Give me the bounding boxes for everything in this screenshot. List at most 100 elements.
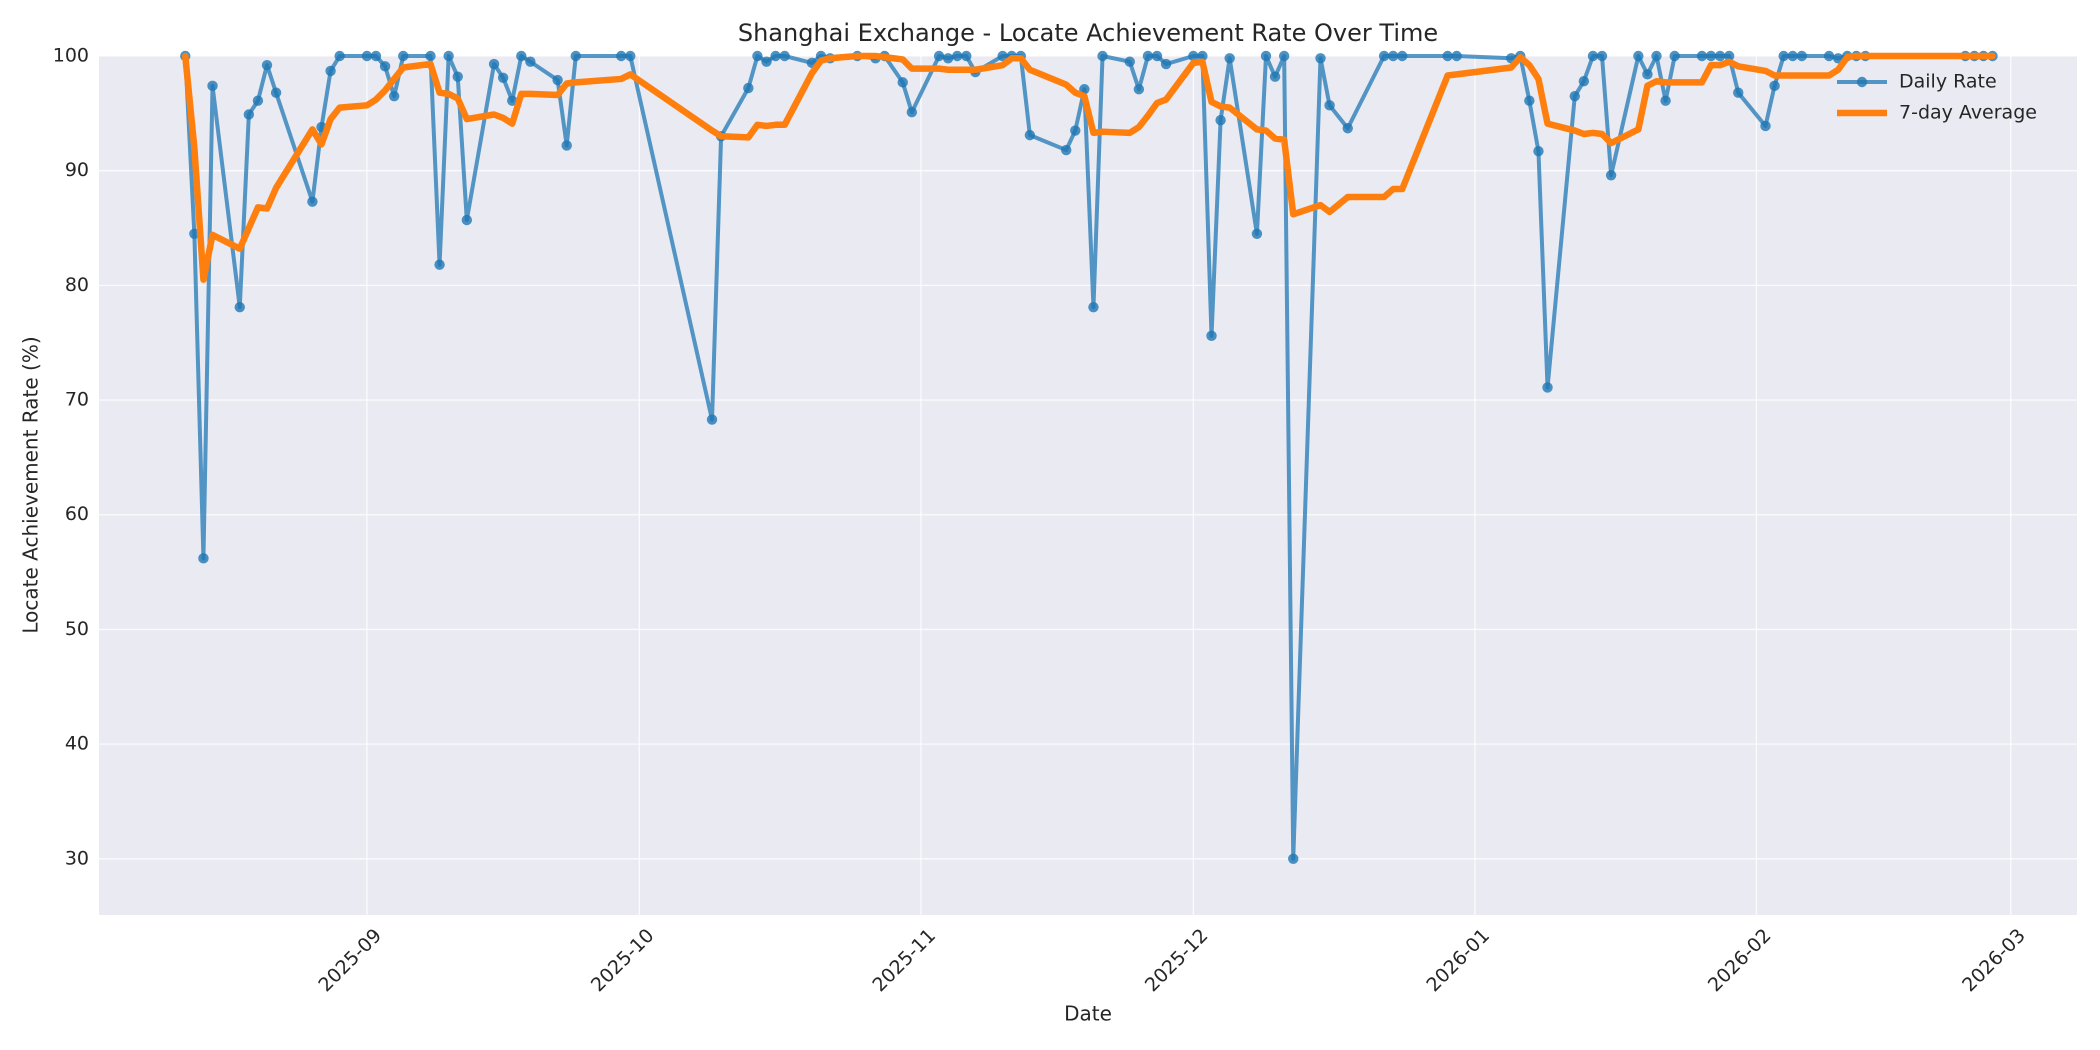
data-point xyxy=(252,95,264,106)
data-point xyxy=(1796,50,1808,62)
data-point xyxy=(615,50,627,62)
data-point xyxy=(942,53,954,64)
data-point xyxy=(770,50,781,62)
data-point xyxy=(952,50,963,62)
data-point xyxy=(334,50,345,62)
data-point xyxy=(461,214,473,226)
data-point xyxy=(1206,330,1217,342)
data-point xyxy=(1288,853,1299,865)
chart-title: Shanghai Exchange - Locate Achievement R… xyxy=(738,19,1438,47)
data-point xyxy=(1188,50,1199,62)
data-point xyxy=(525,56,536,67)
data-point xyxy=(1660,95,1671,106)
data-point xyxy=(1596,50,1608,62)
data-point xyxy=(1605,170,1617,181)
data-point xyxy=(1278,50,1290,62)
data-point xyxy=(270,87,282,98)
data-point xyxy=(779,50,790,62)
data-point xyxy=(1442,50,1453,62)
legend-marker xyxy=(1856,76,1868,88)
y-tick-label: 100 xyxy=(53,45,89,67)
data-point xyxy=(997,50,1008,62)
data-point xyxy=(1397,50,1408,62)
data-point xyxy=(761,56,772,67)
data-point xyxy=(443,50,454,62)
data-point xyxy=(497,72,509,83)
data-point xyxy=(425,50,436,62)
data-point xyxy=(1315,53,1326,64)
data-point xyxy=(1723,50,1735,62)
data-point xyxy=(1251,228,1263,239)
data-point xyxy=(1378,50,1390,62)
data-point xyxy=(1160,58,1172,70)
data-point xyxy=(1088,301,1099,313)
data-point xyxy=(1533,145,1544,157)
y-tick-label: 60 xyxy=(65,503,89,525)
data-point xyxy=(1778,50,1789,62)
data-point xyxy=(906,106,918,118)
data-point xyxy=(379,61,391,72)
data-point xyxy=(1823,50,1835,62)
series-line xyxy=(182,52,1996,283)
data-point xyxy=(361,50,373,62)
data-point xyxy=(1451,50,1462,62)
data-point xyxy=(1260,50,1272,62)
data-point xyxy=(1061,144,1072,156)
data-point xyxy=(1651,50,1662,62)
data-point xyxy=(207,80,218,92)
x-tick-label: 2026-02 xyxy=(1704,925,1776,997)
data-point xyxy=(1587,50,1599,62)
data-point xyxy=(1269,71,1281,82)
data-point xyxy=(307,196,318,207)
x-tick-label: 2025-11 xyxy=(868,925,940,997)
data-point xyxy=(1387,50,1399,62)
data-point xyxy=(1097,50,1108,62)
data-point xyxy=(1760,120,1771,132)
data-point xyxy=(507,95,518,106)
data-point xyxy=(1142,50,1154,62)
data-point xyxy=(1024,129,1036,141)
y-tick-label: 40 xyxy=(65,733,89,755)
data-point xyxy=(1787,50,1798,62)
data-point xyxy=(434,259,445,270)
data-point xyxy=(261,59,273,71)
data-point xyxy=(198,553,209,564)
data-point xyxy=(398,50,409,62)
y-tick-label: 50 xyxy=(65,618,89,640)
y-tick-label: 80 xyxy=(65,274,89,296)
data-point xyxy=(388,90,400,102)
data-point xyxy=(1714,50,1726,62)
data-point xyxy=(752,50,763,62)
data-point xyxy=(1215,115,1226,126)
data-point xyxy=(1733,87,1744,98)
data-point xyxy=(1669,50,1680,62)
data-point xyxy=(1633,50,1644,62)
x-tick-label: 2026-01 xyxy=(1422,925,1494,997)
data-point xyxy=(370,50,382,62)
data-point xyxy=(1324,100,1335,111)
data-point xyxy=(1151,50,1163,62)
data-point xyxy=(1524,95,1535,106)
data-point xyxy=(234,301,245,313)
data-point xyxy=(516,50,527,62)
data-point xyxy=(452,71,463,82)
x-tick-label: 2025-12 xyxy=(1141,925,1213,997)
legend-label: 7-day Average xyxy=(1899,102,2037,124)
x-tick-label: 2026-03 xyxy=(1958,925,2030,997)
legend: Daily Rate 7-day Average xyxy=(1837,71,2037,124)
data-point xyxy=(488,58,500,70)
data-point xyxy=(1642,69,1653,80)
data-point xyxy=(1578,76,1590,87)
data-point xyxy=(1542,382,1553,393)
data-point xyxy=(552,74,563,86)
data-point xyxy=(1070,125,1081,136)
data-point xyxy=(961,50,972,62)
data-point xyxy=(1769,80,1780,92)
data-point xyxy=(1197,50,1208,62)
legend-label: Daily Rate xyxy=(1899,71,1997,93)
data-point xyxy=(243,109,255,120)
data-point xyxy=(1569,90,1580,102)
data-point xyxy=(561,140,572,151)
data-point xyxy=(897,77,908,88)
